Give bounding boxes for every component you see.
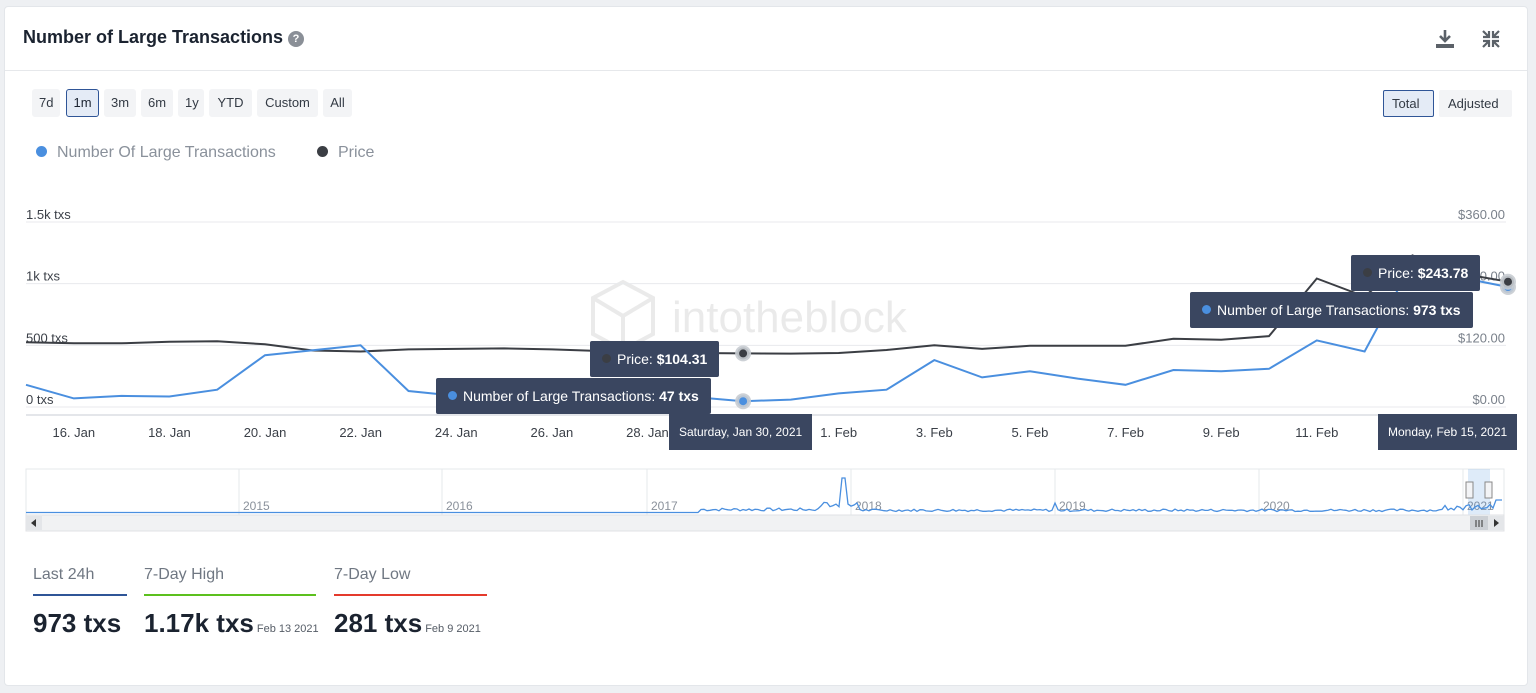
legend-price[interactable]: Price: [317, 144, 374, 162]
stat-date: Feb 13 2021: [256, 623, 319, 635]
tooltip-value: $243.78: [1417, 265, 1469, 281]
date-tooltip-feb15: Monday, Feb 15, 2021: [1378, 414, 1518, 450]
tooltip-dot-icon: [602, 354, 611, 363]
tooltip-value: 973 txs: [1413, 302, 1461, 318]
range-1m-button[interactable]: 1m: [66, 89, 99, 117]
tooltip-dot-icon: [1202, 305, 1211, 314]
stat-date: Feb 9 2021: [425, 623, 481, 635]
range-1y-button[interactable]: 1y: [178, 89, 204, 117]
tooltip-value: 47 txs: [659, 388, 699, 404]
tx-tooltip-feb15: Number of Large Transactions: 973 txs: [1190, 292, 1473, 328]
stat-value: 973 txs: [33, 608, 122, 638]
stat-label: Last 24h: [33, 566, 127, 596]
tooltip-value: $104.31: [656, 351, 708, 367]
stat-value: 1.17k txs: [144, 608, 254, 638]
range-6m-button[interactable]: 6m: [141, 89, 173, 117]
compress-icon[interactable]: [1479, 27, 1503, 51]
page-title: Number of Large Transactions: [23, 27, 284, 47]
stat-7day-high: 7-Day High 1.17k txs Feb 13 2021: [144, 566, 319, 639]
range-ytd-button[interactable]: YTD: [209, 89, 252, 117]
download-icon[interactable]: [1433, 27, 1457, 51]
legend-dot-icon: [317, 146, 328, 157]
stat-value: 281 txs: [334, 608, 423, 638]
legend-transactions[interactable]: Number Of Large Transactions: [36, 144, 276, 162]
total-button[interactable]: Total: [1383, 90, 1434, 117]
stat-label: 7-Day Low: [334, 566, 487, 596]
tooltip-label: Price:: [1378, 265, 1414, 281]
range-3m-button[interactable]: 3m: [104, 89, 136, 117]
stat-label: 7-Day High: [144, 566, 316, 596]
legend-label: Price: [338, 144, 375, 161]
tx-tooltip-jan30: Number of Large Transactions: 47 txs: [436, 378, 711, 414]
tooltip-label: Number of Large Transactions:: [1217, 302, 1410, 318]
price-tooltip-jan30: Price: $104.31: [590, 341, 720, 377]
tooltip-dot-icon: [448, 391, 457, 400]
question-circle-icon[interactable]: ?: [288, 31, 304, 47]
range-all-button[interactable]: All: [323, 89, 352, 117]
adjusted-button[interactable]: Adjusted: [1439, 90, 1512, 117]
tooltip-dot-icon: [1363, 268, 1372, 277]
price-tooltip-feb15: Price: $243.78: [1351, 255, 1481, 291]
card-header: Number of Large Transactions ?: [5, 7, 1527, 71]
stat-last-24h: Last 24h 973 txs: [33, 566, 127, 639]
date-tooltip-jan30: Saturday, Jan 30, 2021: [669, 414, 813, 450]
legend-label: Number Of Large Transactions: [57, 144, 276, 161]
tooltip-label: Price:: [617, 351, 653, 367]
stat-7day-low: 7-Day Low 281 txs Feb 9 2021: [334, 566, 487, 639]
legend-dot-icon: [36, 146, 47, 157]
tooltip-label: Number of Large Transactions:: [463, 388, 656, 404]
range-7d-button[interactable]: 7d: [32, 89, 60, 117]
range-custom-button[interactable]: Custom: [257, 89, 318, 117]
